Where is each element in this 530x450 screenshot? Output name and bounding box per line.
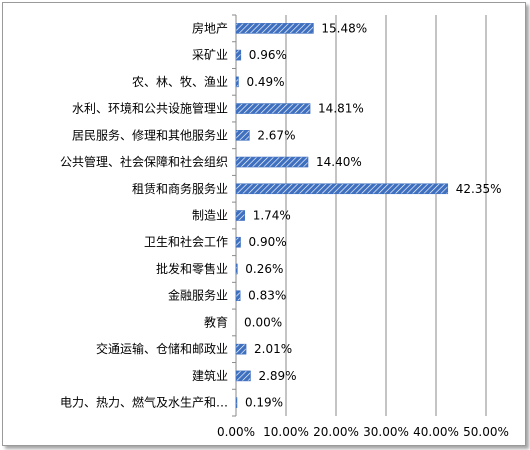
category-label: 金融服务业 — [168, 288, 228, 303]
bar — [235, 130, 250, 141]
bar — [235, 156, 309, 168]
bar — [235, 23, 314, 34]
value-label: 0.96% — [249, 48, 287, 62]
category-label: 公共管理、社会保障和社会组织 — [60, 154, 228, 169]
value-label: 2.01% — [254, 342, 292, 356]
x-tick-label: 10.00% — [263, 425, 309, 439]
bar — [235, 397, 238, 408]
x-tick-label: 30.00% — [363, 425, 409, 439]
value-label: 15.48% — [321, 21, 367, 35]
category-label: 卫生和社会工作 — [144, 234, 228, 249]
bar — [235, 49, 242, 61]
category-axis — [232, 14, 237, 417]
bars — [235, 23, 449, 408]
gridlines — [285, 15, 487, 416]
value-labels: 15.48% 0.96% 0.49% 14.81% 2.67% 14.40% 42.35% 1… — [244, 21, 502, 409]
value-label: 0.19% — [245, 396, 283, 410]
category-label: 批发和零售业 — [156, 261, 228, 276]
bar — [235, 103, 311, 114]
bar — [235, 210, 245, 221]
x-tick-labels: 0.00% 10.00% 20.00% 30.00% 40.00% 50.00% — [217, 425, 509, 439]
category-label: 教育 — [204, 314, 228, 329]
category-label: 电力、热力、燃气及水生产和… — [60, 395, 228, 410]
chart-frame: 房地产采矿业农、林、牧、渔业水利、环境和公共设施管理业 居民服务、修理和其他服务业… — [2, 2, 526, 446]
bar — [235, 263, 238, 275]
bar — [235, 343, 247, 355]
category-label: 制造业 — [192, 209, 228, 223]
value-label: 0.49% — [246, 75, 284, 89]
value-label: 0.00% — [244, 315, 282, 329]
category-label: 租赁和商务服务业 — [132, 181, 228, 196]
bar-chart: 房地产采矿业农、林、牧、渔业水利、环境和公共设施管理业居民服务、修理和其他服务业… — [60, 14, 509, 439]
category-label: 水利、环境和公共设施管理业 — [72, 101, 228, 116]
category-label: 居民服务、修理和其他服务业 — [72, 127, 228, 142]
value-label: 2.89% — [258, 369, 296, 383]
value-label: 42.35% — [456, 182, 502, 196]
value-label: 0.83% — [248, 289, 286, 303]
bar — [235, 183, 449, 195]
bar — [235, 290, 241, 302]
value-label: 14.81% — [318, 102, 364, 116]
value-label: 1.74% — [253, 209, 291, 223]
bar — [235, 370, 251, 382]
x-tick-label: 0.00% — [217, 425, 255, 439]
x-tick-label: 40.00% — [413, 425, 459, 439]
value-label: 2.67% — [257, 128, 295, 142]
value-label: 0.90% — [249, 235, 287, 249]
bar — [235, 236, 241, 248]
value-label: 0.26% — [245, 262, 283, 276]
category-label: 采矿业 — [192, 48, 228, 62]
value-label: 14.40% — [316, 155, 362, 169]
category-labels: 房地产采矿业农、林、牧、渔业水利、环境和公共设施管理业居民服务、修理和其他服务业… — [60, 20, 228, 409]
category-label: 农、林、牧、渔业 — [132, 75, 228, 89]
x-tick-label: 50.00% — [463, 425, 509, 439]
category-label: 交通运输、仓储和邮政业 — [96, 341, 228, 356]
category-label: 建筑业 — [192, 368, 228, 383]
category-label: 房地产 — [192, 20, 228, 35]
x-tick-label: 20.00% — [313, 425, 359, 439]
bar — [235, 76, 239, 88]
